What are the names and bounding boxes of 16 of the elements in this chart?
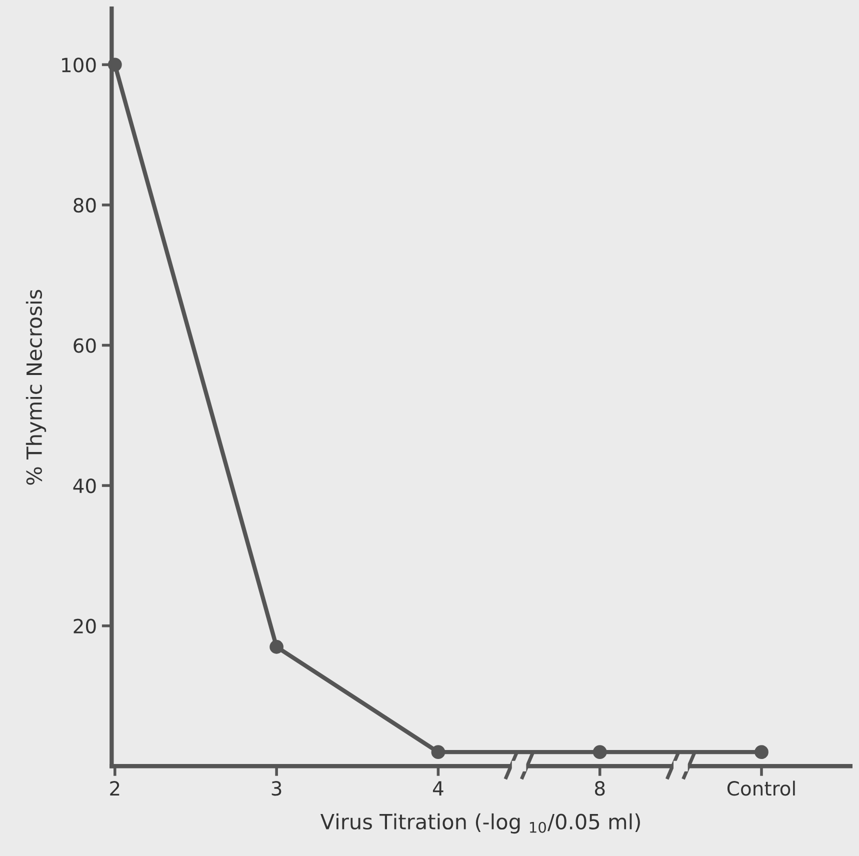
y-tick-label: 100 [62,58,96,72]
x-tick-label: 4 [432,781,444,796]
point [270,640,284,654]
y-tick-label: 40 [73,478,96,494]
y-tick-label: 80 [74,198,96,213]
x-axis-title: Virus Titration (-log $_{10}$/0.05 ml) [320,813,640,834]
y-tick-label: 20 [74,618,96,634]
x-tick-label: 8 [594,781,605,796]
point [592,745,607,760]
y-tick-label: 60 [74,338,96,353]
point [431,745,446,760]
y-axis-title: % Thymic Necrosis [26,290,46,485]
point [754,745,768,760]
x-tick-label: 2 [110,781,120,796]
x-tick-label: 3 [272,781,282,796]
x-tick-label: Control [727,780,795,796]
